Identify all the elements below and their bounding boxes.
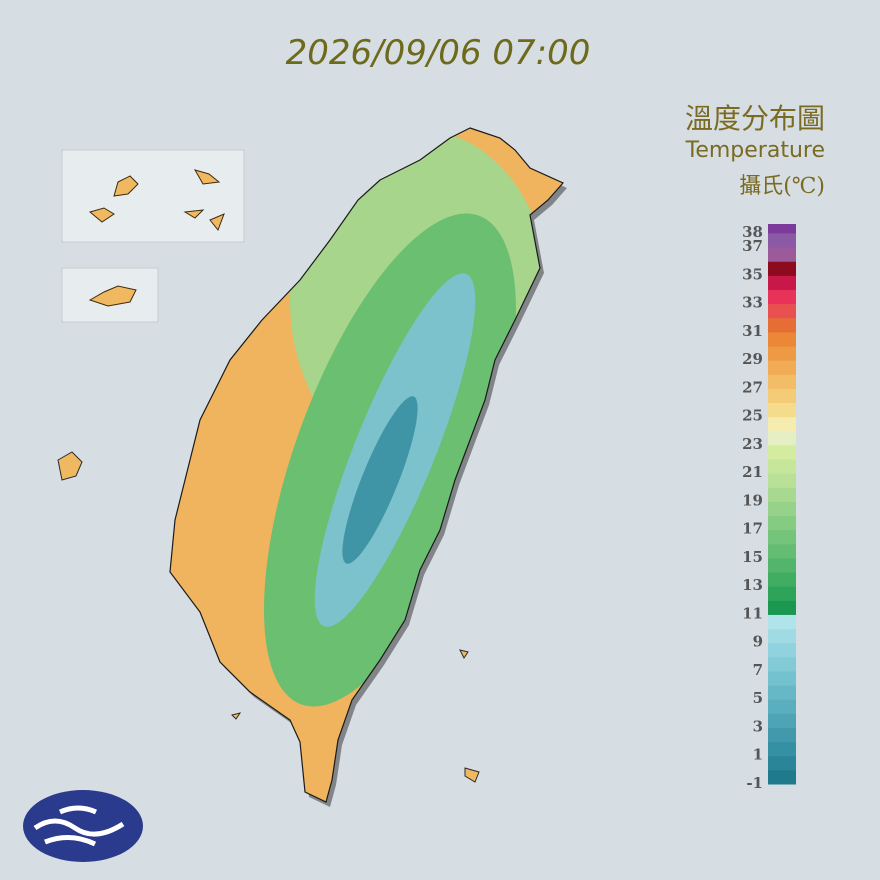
colorbar-band [768,275,796,291]
colorbar-band [768,529,796,545]
colorbar-tick-label: 25 [742,407,763,425]
colorbar-band [768,769,796,785]
colorbar-band [768,614,796,630]
colorbar-band [768,713,796,728]
colorbar-band [768,755,796,771]
legend-unit: 攝氏(℃) [739,174,825,199]
colorbar-band [768,515,796,531]
colorbar-band [768,727,796,743]
logo [23,790,143,862]
colorbar-tick-label: 37 [742,237,763,255]
colorbar-tick-label: 29 [742,350,763,368]
colorbar-band [768,543,796,559]
colorbar-tick-label: 21 [742,463,763,481]
colorbar-band [768,374,796,389]
colorbar-band [768,473,796,488]
colorbar-band [768,233,796,248]
colorbar-band [768,402,796,418]
colorbar-band [768,388,796,404]
colorbar-tick-label: 3 [753,717,763,735]
colorbar-band [768,642,796,658]
colorbar-tick-label: 5 [753,689,763,707]
colorbar-band [768,501,796,517]
colorbar-band [768,261,796,276]
colorbar-band [768,685,796,700]
legend-title: 溫度分布圖 [685,102,825,135]
colorbar-band [768,628,796,644]
colorbar-tick-label: 35 [742,265,763,283]
colorbar-band [768,247,796,262]
colorbar-band [768,741,796,757]
colorbar-tick-label: 11 [742,604,763,622]
colorbar-band [768,557,796,573]
colorbar-band [768,444,796,460]
colorbar-tick-label: 19 [742,491,763,509]
colorbar-band [768,572,796,587]
colorbar-band [768,317,796,333]
colorbar-band [768,360,796,375]
colorbar-tick-label: 31 [742,322,763,340]
colorbar-band [768,600,796,615]
colorbar-band [768,289,796,305]
colorbar-band [768,224,796,234]
colorbar-tick-label: 7 [753,661,763,679]
colorbar-tick-label: 15 [742,548,763,566]
colorbar-tick-label: -1 [746,774,763,792]
colorbar-tick-label: 17 [742,520,763,538]
legend-subtitle: Temperature [685,138,825,163]
colorbar-tick-label: 27 [742,378,763,396]
colorbar-band [768,459,796,474]
colorbar-tick-label: 38 [742,223,763,241]
colorbar-band [768,670,796,686]
colorbar-tick-label: 1 [753,746,763,764]
colorbar-band [768,346,796,361]
colorbar-band [768,656,796,672]
timestamp: 2026/09/06 07:00 [286,33,591,73]
colorbar-band [768,586,796,601]
colorbar-tick-label: 23 [742,435,763,453]
inset-boxes [61,149,245,323]
colorbar-band [768,416,796,432]
colorbar-tick-label: 13 [742,576,763,594]
colorbar-tick-label: 33 [742,294,763,312]
colorbar-band [768,430,796,446]
colorbar-band [768,699,796,714]
colorbar-tick-label: 9 [753,633,763,651]
colorbar-band [768,331,796,347]
colorbar-band [768,487,796,502]
colorbar-band [768,303,796,319]
